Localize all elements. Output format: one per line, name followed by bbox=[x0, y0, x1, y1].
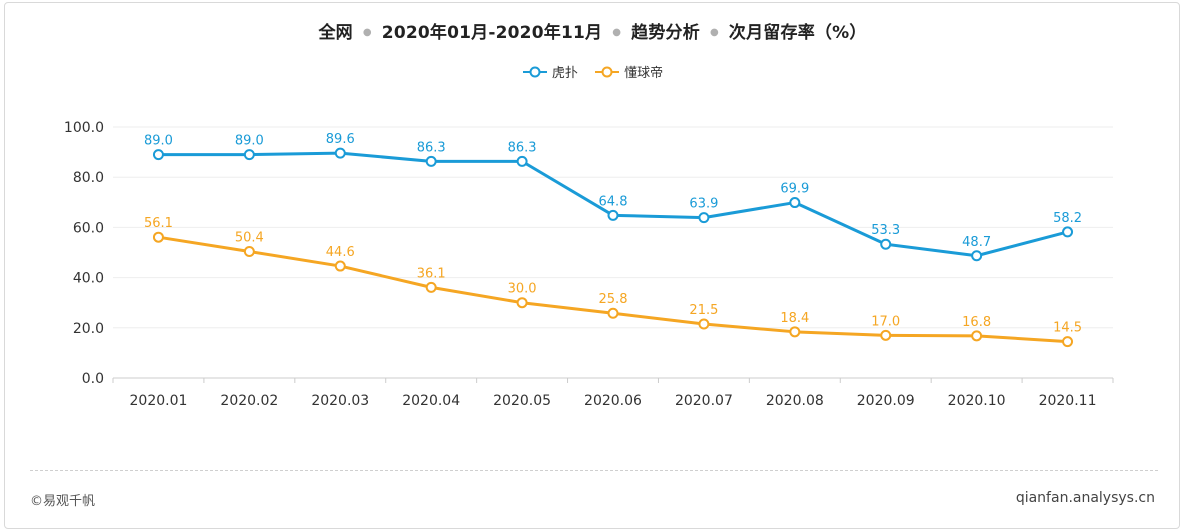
legend-label-hupu: 虎扑 bbox=[551, 66, 578, 81]
data-point bbox=[243, 149, 255, 161]
title-part-period: 2020年01月-2020年11月 bbox=[381, 23, 603, 43]
data-point bbox=[698, 212, 710, 224]
title-part-metric: 次月留存率（%） bbox=[728, 23, 867, 43]
data-label: 86.3 bbox=[417, 140, 446, 155]
data-label: 48.7 bbox=[962, 235, 991, 250]
data-point bbox=[789, 326, 801, 338]
data-label: 56.1 bbox=[144, 216, 173, 231]
legend-label-dongqiudi: 懂球帝 bbox=[624, 66, 664, 81]
x-tick-label: 2020.08 bbox=[766, 393, 824, 409]
data-label: 21.5 bbox=[689, 303, 718, 318]
data-label: 89.6 bbox=[326, 132, 355, 147]
x-tick-label: 2020.06 bbox=[584, 393, 642, 409]
y-tick-label: 40.0 bbox=[73, 271, 104, 287]
data-point bbox=[607, 307, 619, 319]
legend-marker-hupu bbox=[522, 66, 547, 77]
data-label: 25.8 bbox=[599, 292, 628, 307]
data-label: 86.3 bbox=[508, 140, 537, 155]
data-point bbox=[516, 155, 528, 167]
y-tick-label: 100.0 bbox=[64, 120, 104, 136]
data-point bbox=[425, 155, 437, 167]
data-label: 18.4 bbox=[780, 311, 809, 326]
data-point bbox=[243, 245, 255, 257]
data-label: 53.3 bbox=[871, 223, 900, 238]
y-tick-label: 20.0 bbox=[73, 321, 104, 337]
chart-panel bbox=[4, 2, 1180, 529]
data-label: 30.0 bbox=[508, 282, 537, 297]
x-tick-label: 2020.07 bbox=[675, 393, 733, 409]
series-line-1 bbox=[158, 235, 1068, 344]
y-tick-label: 60.0 bbox=[73, 220, 104, 236]
data-label: 36.1 bbox=[417, 266, 446, 281]
data-label: 58.2 bbox=[1053, 211, 1082, 226]
data-point bbox=[334, 260, 346, 272]
data-point bbox=[425, 281, 437, 293]
line-chart: 0.0 20.0 40.0 60.0 80.0 100.0 2020.01 2020.02 20… bbox=[64, 120, 1114, 409]
data-label: 64.8 bbox=[599, 194, 628, 209]
y-tick-label: 0.0 bbox=[82, 371, 104, 387]
legend-item-hupu[interactable]: 虎扑 bbox=[522, 62, 578, 81]
title-separator: ● bbox=[612, 27, 622, 38]
data-point bbox=[1062, 336, 1074, 348]
data-label: 44.6 bbox=[326, 245, 355, 260]
data-point bbox=[971, 250, 983, 262]
data-label: 14.5 bbox=[1053, 321, 1082, 336]
data-point bbox=[789, 197, 801, 209]
legend-marker-dongqiudi bbox=[595, 66, 620, 77]
data-point bbox=[1062, 226, 1074, 238]
title-separator: ● bbox=[709, 27, 719, 38]
copyright-text: ©易观千帆 bbox=[30, 494, 96, 509]
x-tick-label: 2020.02 bbox=[220, 393, 278, 409]
footer-divider bbox=[30, 470, 1158, 471]
chart-legend: 虎扑 懂球帝 bbox=[0, 62, 1185, 83]
title-part-analysis: 趋势分析 bbox=[631, 23, 700, 43]
source-url: qianfan.analysys.cn bbox=[1015, 490, 1155, 506]
data-point bbox=[880, 329, 892, 341]
x-tick-label: 2020.04 bbox=[402, 393, 460, 409]
data-point bbox=[152, 231, 164, 243]
data-point bbox=[152, 149, 164, 161]
data-label: 89.0 bbox=[235, 134, 264, 149]
data-point bbox=[880, 238, 892, 250]
data-point bbox=[334, 147, 346, 159]
title-part-scope: 全网 bbox=[318, 23, 353, 43]
legend-item-dongqiudi[interactable]: 懂球帝 bbox=[594, 62, 663, 81]
x-tick-label: 2020.03 bbox=[311, 393, 369, 409]
data-point bbox=[698, 318, 710, 330]
x-tick-label: 2020.01 bbox=[130, 393, 188, 409]
title-separator: ● bbox=[362, 27, 372, 38]
data-label: 16.8 bbox=[962, 315, 991, 330]
x-tick-label: 2020.05 bbox=[493, 393, 551, 409]
data-label: 63.9 bbox=[689, 197, 718, 212]
data-label: 89.0 bbox=[144, 134, 173, 149]
data-label: 17.0 bbox=[871, 314, 900, 329]
data-point bbox=[971, 330, 983, 342]
y-tick-label: 80.0 bbox=[73, 170, 104, 186]
data-label: 69.9 bbox=[780, 182, 809, 197]
x-tick-label: 2020.11 bbox=[1039, 393, 1097, 409]
data-point bbox=[607, 209, 619, 221]
x-tick-label: 2020.09 bbox=[857, 393, 915, 409]
data-label: 50.4 bbox=[235, 230, 264, 245]
x-tick-label: 2020.10 bbox=[948, 393, 1006, 409]
data-point bbox=[516, 297, 528, 309]
chart-title: 全网 ● 2020年01月-2020年11月 ● 趋势分析 ● 次月留存率（%） bbox=[0, 18, 1185, 43]
